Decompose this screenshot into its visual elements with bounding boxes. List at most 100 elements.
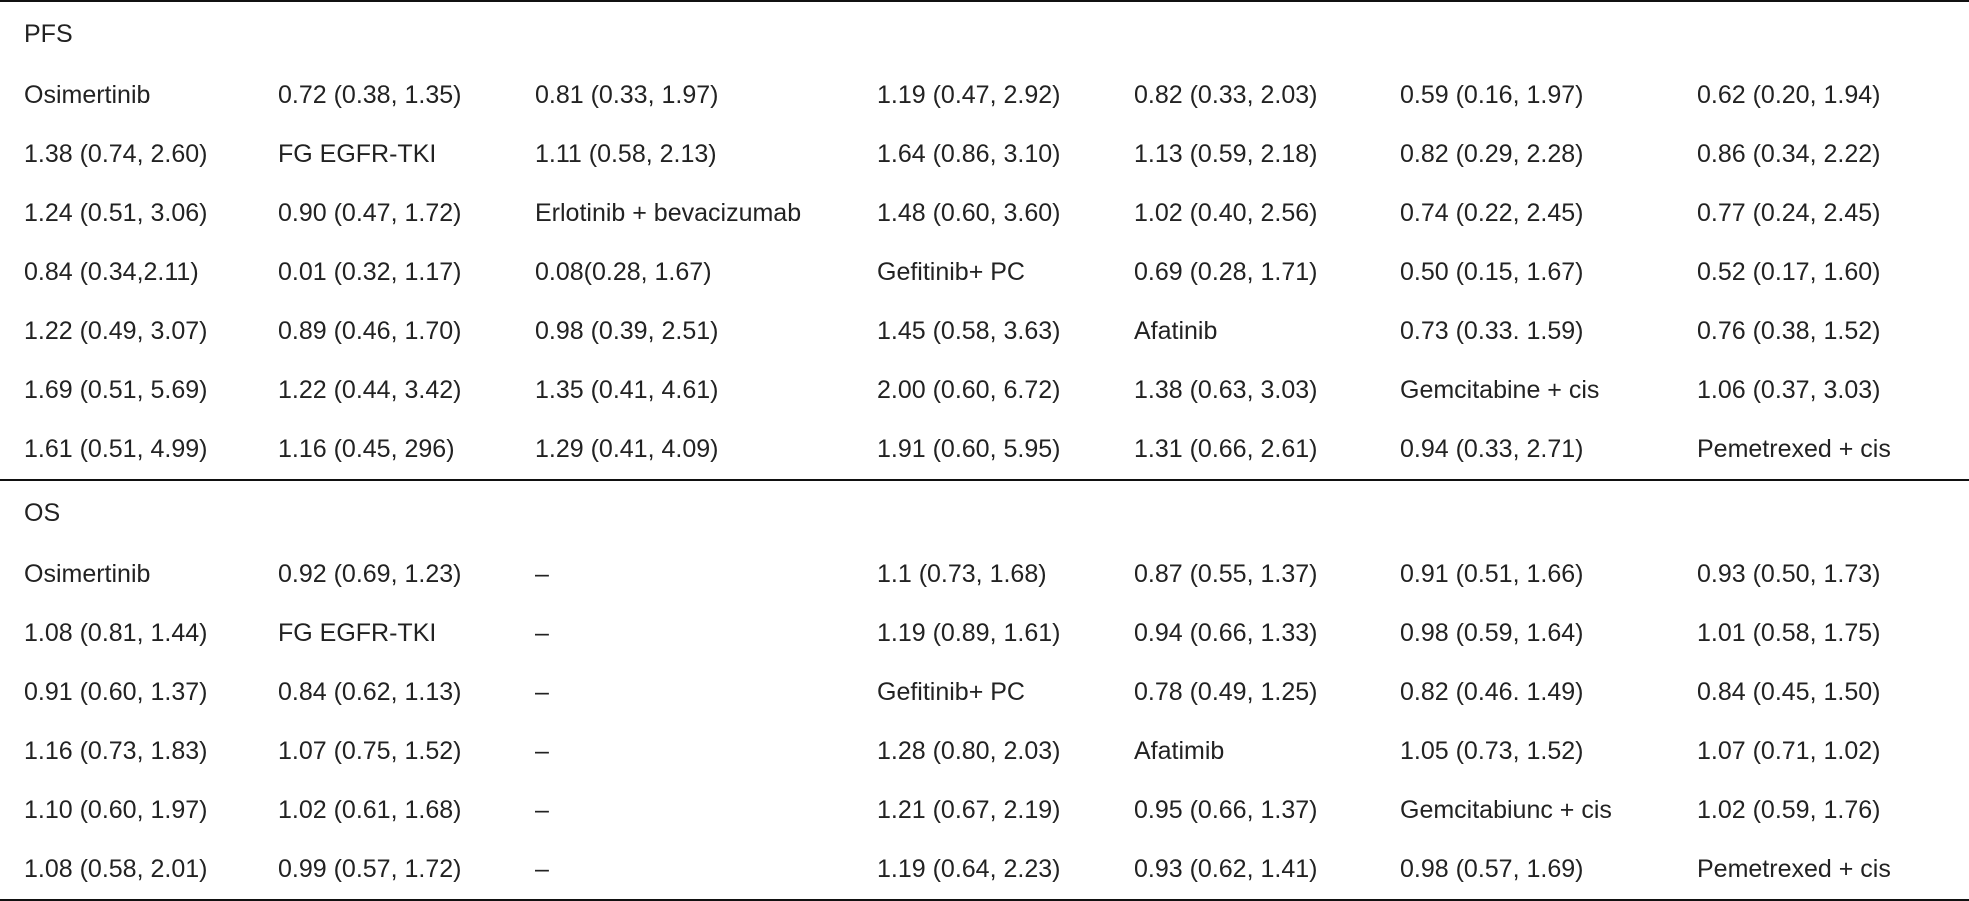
treatment-name-cell: 0.98 (0.57, 1.69) xyxy=(1376,840,1673,901)
section-row-empty-cell xyxy=(1673,479,1969,545)
estimate-cell: – xyxy=(535,737,549,765)
treatment-name-cell: FG EGFR-TKI xyxy=(278,140,437,168)
estimate-cell: 1.05 (0.73, 1.52) xyxy=(1400,737,1584,765)
estimate-cell: 1.21 (0.67, 2.19) xyxy=(877,796,1061,824)
treatment-name-cell: Gemcitabine + cis xyxy=(1400,376,1600,404)
table-row: 1.08 (0.81, 1.44) FG EGFR-TKI – 1.19 (0.89,… xyxy=(0,604,1969,663)
section-row-empty-cell xyxy=(254,479,511,545)
treatment-name-cell: 0.95 (0.66, 1.37) xyxy=(1134,796,1318,824)
estimate-cell: 1.08 (0.81, 1.44) xyxy=(24,619,208,647)
table-row: 1.16 (0.73, 1.83) 1.07 (0.75, 1.52) – 1.28 … xyxy=(0,722,1969,781)
estimate-cell: Pemetrexed + cis xyxy=(1673,840,1969,901)
estimate-cell: 0.52 (0.17, 1.60) xyxy=(1697,258,1881,286)
estimate-cell: 0.82 (0.29, 2.28) xyxy=(1400,140,1584,168)
table-row: 1.24 (0.51, 3.06) 0.90 (0.47, 1.72) Erloti… xyxy=(0,184,1969,243)
estimate-cell: 0.84 (0.34,2.11) xyxy=(24,258,199,286)
estimate-cell: 0.81 (0.33, 1.97) xyxy=(535,81,719,109)
estimate-cell: 1.61 (0.51, 4.99) xyxy=(24,435,208,463)
estimate-cell: 1.08 (0.58, 2.01) xyxy=(0,840,254,901)
section-row-empty-cell xyxy=(1110,0,1376,66)
estimate-cell: Afatimib xyxy=(1134,737,1225,765)
estimate-cell: 1.22 (0.49, 3.07) xyxy=(24,317,208,345)
estimate-cell: 1.02 (0.40, 2.56) xyxy=(1134,199,1318,227)
estimate-cell: 0.01 (0.32, 1.17) xyxy=(278,258,462,286)
estimate-cell: 0.90 (0.47, 1.72) xyxy=(278,199,462,227)
section-row-empty-cell xyxy=(1673,0,1969,66)
estimate-cell: 1.13 (0.59, 2.18) xyxy=(1134,140,1318,168)
estimate-cell: 0.94 (0.66, 1.33) xyxy=(1134,619,1318,647)
section-row-empty-cell xyxy=(853,479,1110,545)
table-row: 1.61 (0.51, 4.99) 1.16 (0.45, 296) 1.29 (0… xyxy=(0,420,1969,480)
estimate-cell: 0.72 (0.38, 1.35) xyxy=(278,81,462,109)
estimate-cell: – xyxy=(535,619,549,647)
estimate-cell: 0.91 (0.51, 1.66) xyxy=(1400,560,1584,588)
estimate-cell: 1.02 (0.61, 1.68) xyxy=(278,796,462,824)
estimate-cell: 1.31 (0.66, 2.61) xyxy=(1134,435,1318,463)
estimate-cell: 0.82 (0.46. 1.49) xyxy=(1400,678,1584,706)
estimate-cell: 1.45 (0.58, 3.63) xyxy=(877,317,1061,345)
estimate-cell: – xyxy=(535,796,549,824)
estimate-cell: 1.48 (0.60, 3.60) xyxy=(877,199,1061,227)
section-row-empty-cell xyxy=(511,479,853,545)
table-row: 0.84 (0.34,2.11) 0.01 (0.32, 1.17) 0.08(0.… xyxy=(0,243,1969,302)
estimate-cell: 2.00 (0.60, 6.72) xyxy=(877,376,1061,404)
estimate-cell: – xyxy=(535,560,549,588)
treatment-name-cell: Osimertinib xyxy=(24,81,151,109)
table-row: 1.08 (0.58, 2.01) 0.99 (0.57, 1.72) –1.19 … xyxy=(0,840,1969,901)
estimate-cell: 0.59 (0.16, 1.97) xyxy=(1400,81,1584,109)
estimate-cell: 1.38 (0.63, 3.03) xyxy=(1134,376,1318,404)
estimate-cell: 1.19 (0.64, 2.23) xyxy=(853,840,1110,901)
estimate-cell: 0.73 (0.33. 1.59) xyxy=(1400,317,1584,345)
table-row: 0.91 (0.60, 1.37) 0.84 (0.62, 1.13) – Gefit… xyxy=(0,663,1969,722)
estimate-cell: 0.62 (0.20, 1.94) xyxy=(1697,81,1881,109)
section-row-pfs: PFS xyxy=(0,0,1969,66)
estimate-cell: 0.99 (0.57, 1.72) xyxy=(254,840,511,901)
section-row-empty-cell xyxy=(1376,0,1673,66)
estimate-cell: 1.1 (0.73, 1.68) xyxy=(877,560,1047,588)
estimate-cell: 0.76 (0.38, 1.52) xyxy=(1697,317,1881,345)
estimate-cell: 1.06 (0.37, 3.03) xyxy=(1697,376,1881,404)
estimate-cell: 0.94 (0.33, 2.71) xyxy=(1400,435,1584,463)
estimate-cell: 0.91 (0.60, 1.37) xyxy=(24,678,208,706)
section-row-empty-cell xyxy=(511,0,853,66)
section-row-empty-cell xyxy=(853,0,1110,66)
treatment-name-cell: Gefitinib+ PC xyxy=(877,258,1025,286)
estimate-cell: 1.69 (0.51, 5.69) xyxy=(24,376,208,404)
estimate-cell: 0.92 (0.69, 1.23) xyxy=(278,560,462,588)
estimate-cell: 1.91 (0.60, 5.95) xyxy=(877,435,1061,463)
treatment-name-cell: Erlotinib + bevacizumab xyxy=(535,199,802,227)
treatment-name-cell: Osimertinib xyxy=(24,560,151,588)
estimate-cell: 0.78 (0.49, 1.25) xyxy=(1134,678,1318,706)
table-row: 1.10 (0.60, 1.97) 1.02 (0.61, 1.68) – 1.21 … xyxy=(0,781,1969,840)
estimate-cell: Gefitinib+ PC xyxy=(877,678,1025,706)
estimate-cell: 1.10 (0.60, 1.97) xyxy=(24,796,208,824)
estimate-cell: 0.84 (0.62, 1.13) xyxy=(278,678,462,706)
table-row: 1.69 (0.51, 5.69) 1.22 (0.44, 3.42) 1.35 (… xyxy=(0,361,1969,420)
estimate-cell: 1.35 (0.41, 4.61) xyxy=(535,376,719,404)
section-row-empty-cell xyxy=(254,0,511,66)
estimate-cell: 1.22 (0.44, 3.42) xyxy=(278,376,462,404)
table-row: 1.22 (0.49, 3.07) 0.89 (0.46, 1.70) 0.98 (… xyxy=(0,302,1969,361)
treatment-name-cell: Pemetrexed + cis xyxy=(1697,435,1891,463)
section-row-empty-cell xyxy=(1376,479,1673,545)
estimate-cell: 0.08(0.28, 1.67) xyxy=(535,258,712,286)
estimate-cell: 1.07 (0.71, 1.02) xyxy=(1697,737,1881,765)
section-row-empty-cell xyxy=(1110,479,1376,545)
treatment-name-cell: Afatinib xyxy=(1134,317,1218,345)
estimate-cell: 0.87 (0.55, 1.37) xyxy=(1134,560,1318,588)
estimate-cell: Gemcitabiunc + cis xyxy=(1400,796,1612,824)
estimate-cell: 1.29 (0.41, 4.09) xyxy=(535,435,719,463)
estimate-cell: 1.64 (0.86, 3.10) xyxy=(877,140,1061,168)
estimate-cell: 0.74 (0.22, 2.45) xyxy=(1400,199,1584,227)
table-row: 1.38 (0.74, 2.60) FG EGFR-TKI 1.11 (0.58, … xyxy=(0,125,1969,184)
estimate-cell: 0.84 (0.45, 1.50) xyxy=(1697,678,1881,706)
estimate-cell: 1.19 (0.89, 1.61) xyxy=(877,619,1061,647)
section-title-pfs: PFS xyxy=(0,0,254,66)
estimate-cell: 0.93 (0.62, 1.41) xyxy=(1110,840,1376,901)
table-row: Osimertinib 0.92 (0.69, 1.23) – 1.1 (0.73, … xyxy=(0,545,1969,604)
estimate-cell: 1.11 (0.58, 2.13) xyxy=(535,140,717,168)
estimate-cell: 0.77 (0.24, 2.45) xyxy=(1697,199,1881,227)
